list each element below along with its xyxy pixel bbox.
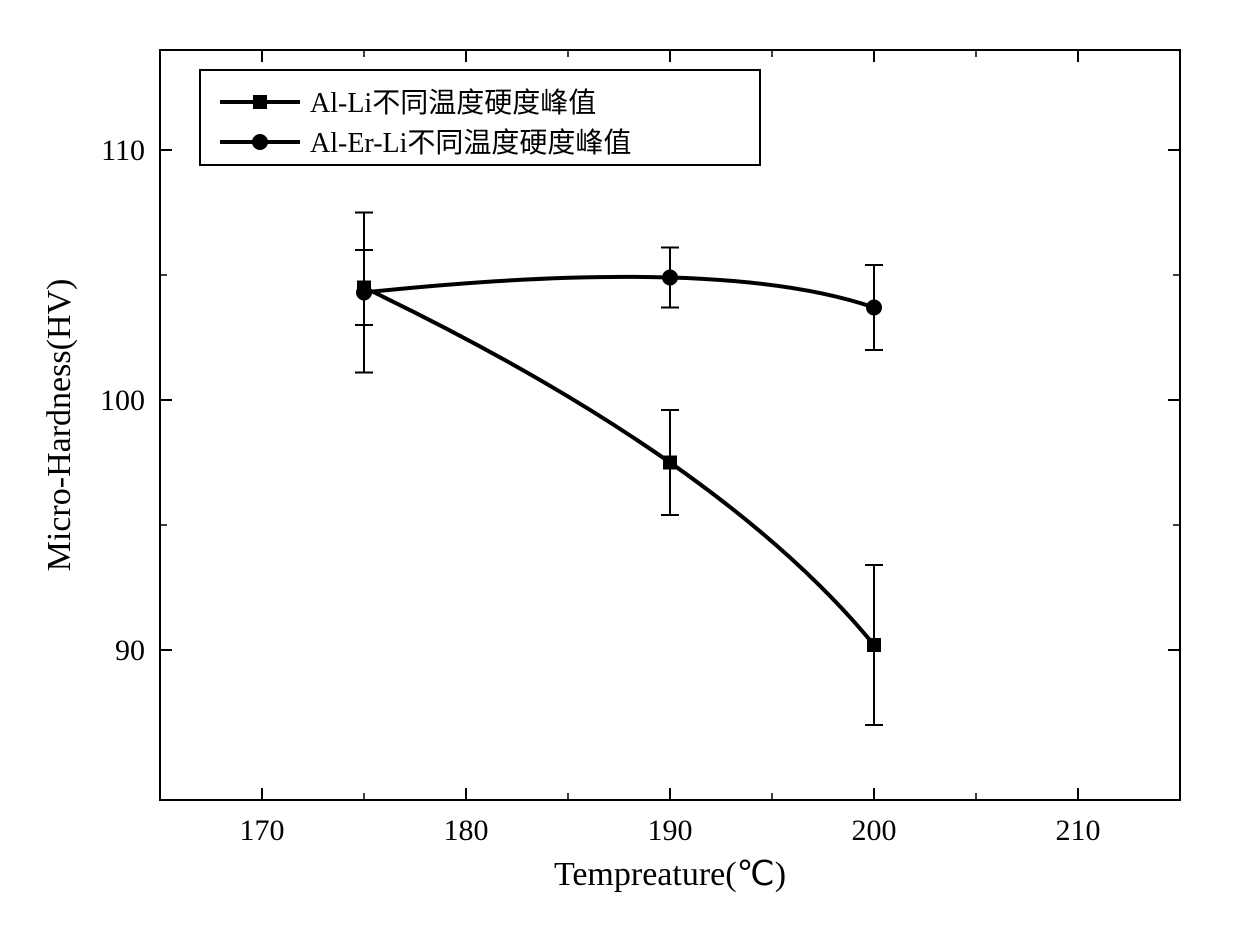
y-tick-label: 110 bbox=[101, 134, 145, 167]
y-axis-title: Micro-Hardness(HV) bbox=[41, 279, 78, 572]
marker-circle bbox=[356, 285, 372, 301]
y-tick-label: 90 bbox=[115, 634, 145, 667]
legend-marker-circle bbox=[252, 134, 268, 150]
x-tick-label: 170 bbox=[240, 814, 285, 847]
x-tick-label: 190 bbox=[648, 814, 693, 847]
legend-label: Al-Li不同温度硬度峰值 bbox=[310, 87, 596, 119]
marker-square bbox=[867, 638, 881, 652]
marker-circle bbox=[866, 300, 882, 316]
x-axis-title: Tempreature(℃) bbox=[554, 856, 786, 893]
x-tick-label: 200 bbox=[852, 814, 897, 847]
marker-square bbox=[663, 456, 677, 470]
legend-label: Al-Er-Li不同温度硬度峰值 bbox=[310, 127, 631, 159]
x-tick-label: 180 bbox=[444, 814, 489, 847]
marker-circle bbox=[662, 270, 678, 286]
x-tick-label: 210 bbox=[1056, 814, 1101, 847]
y-tick-label: 100 bbox=[100, 384, 145, 417]
hardness-vs-temperature-chart: 170 180 190 200 210 90 100 110 Tempreature(℃) Mic… bbox=[0, 0, 1240, 931]
legend-marker-square bbox=[253, 95, 267, 109]
